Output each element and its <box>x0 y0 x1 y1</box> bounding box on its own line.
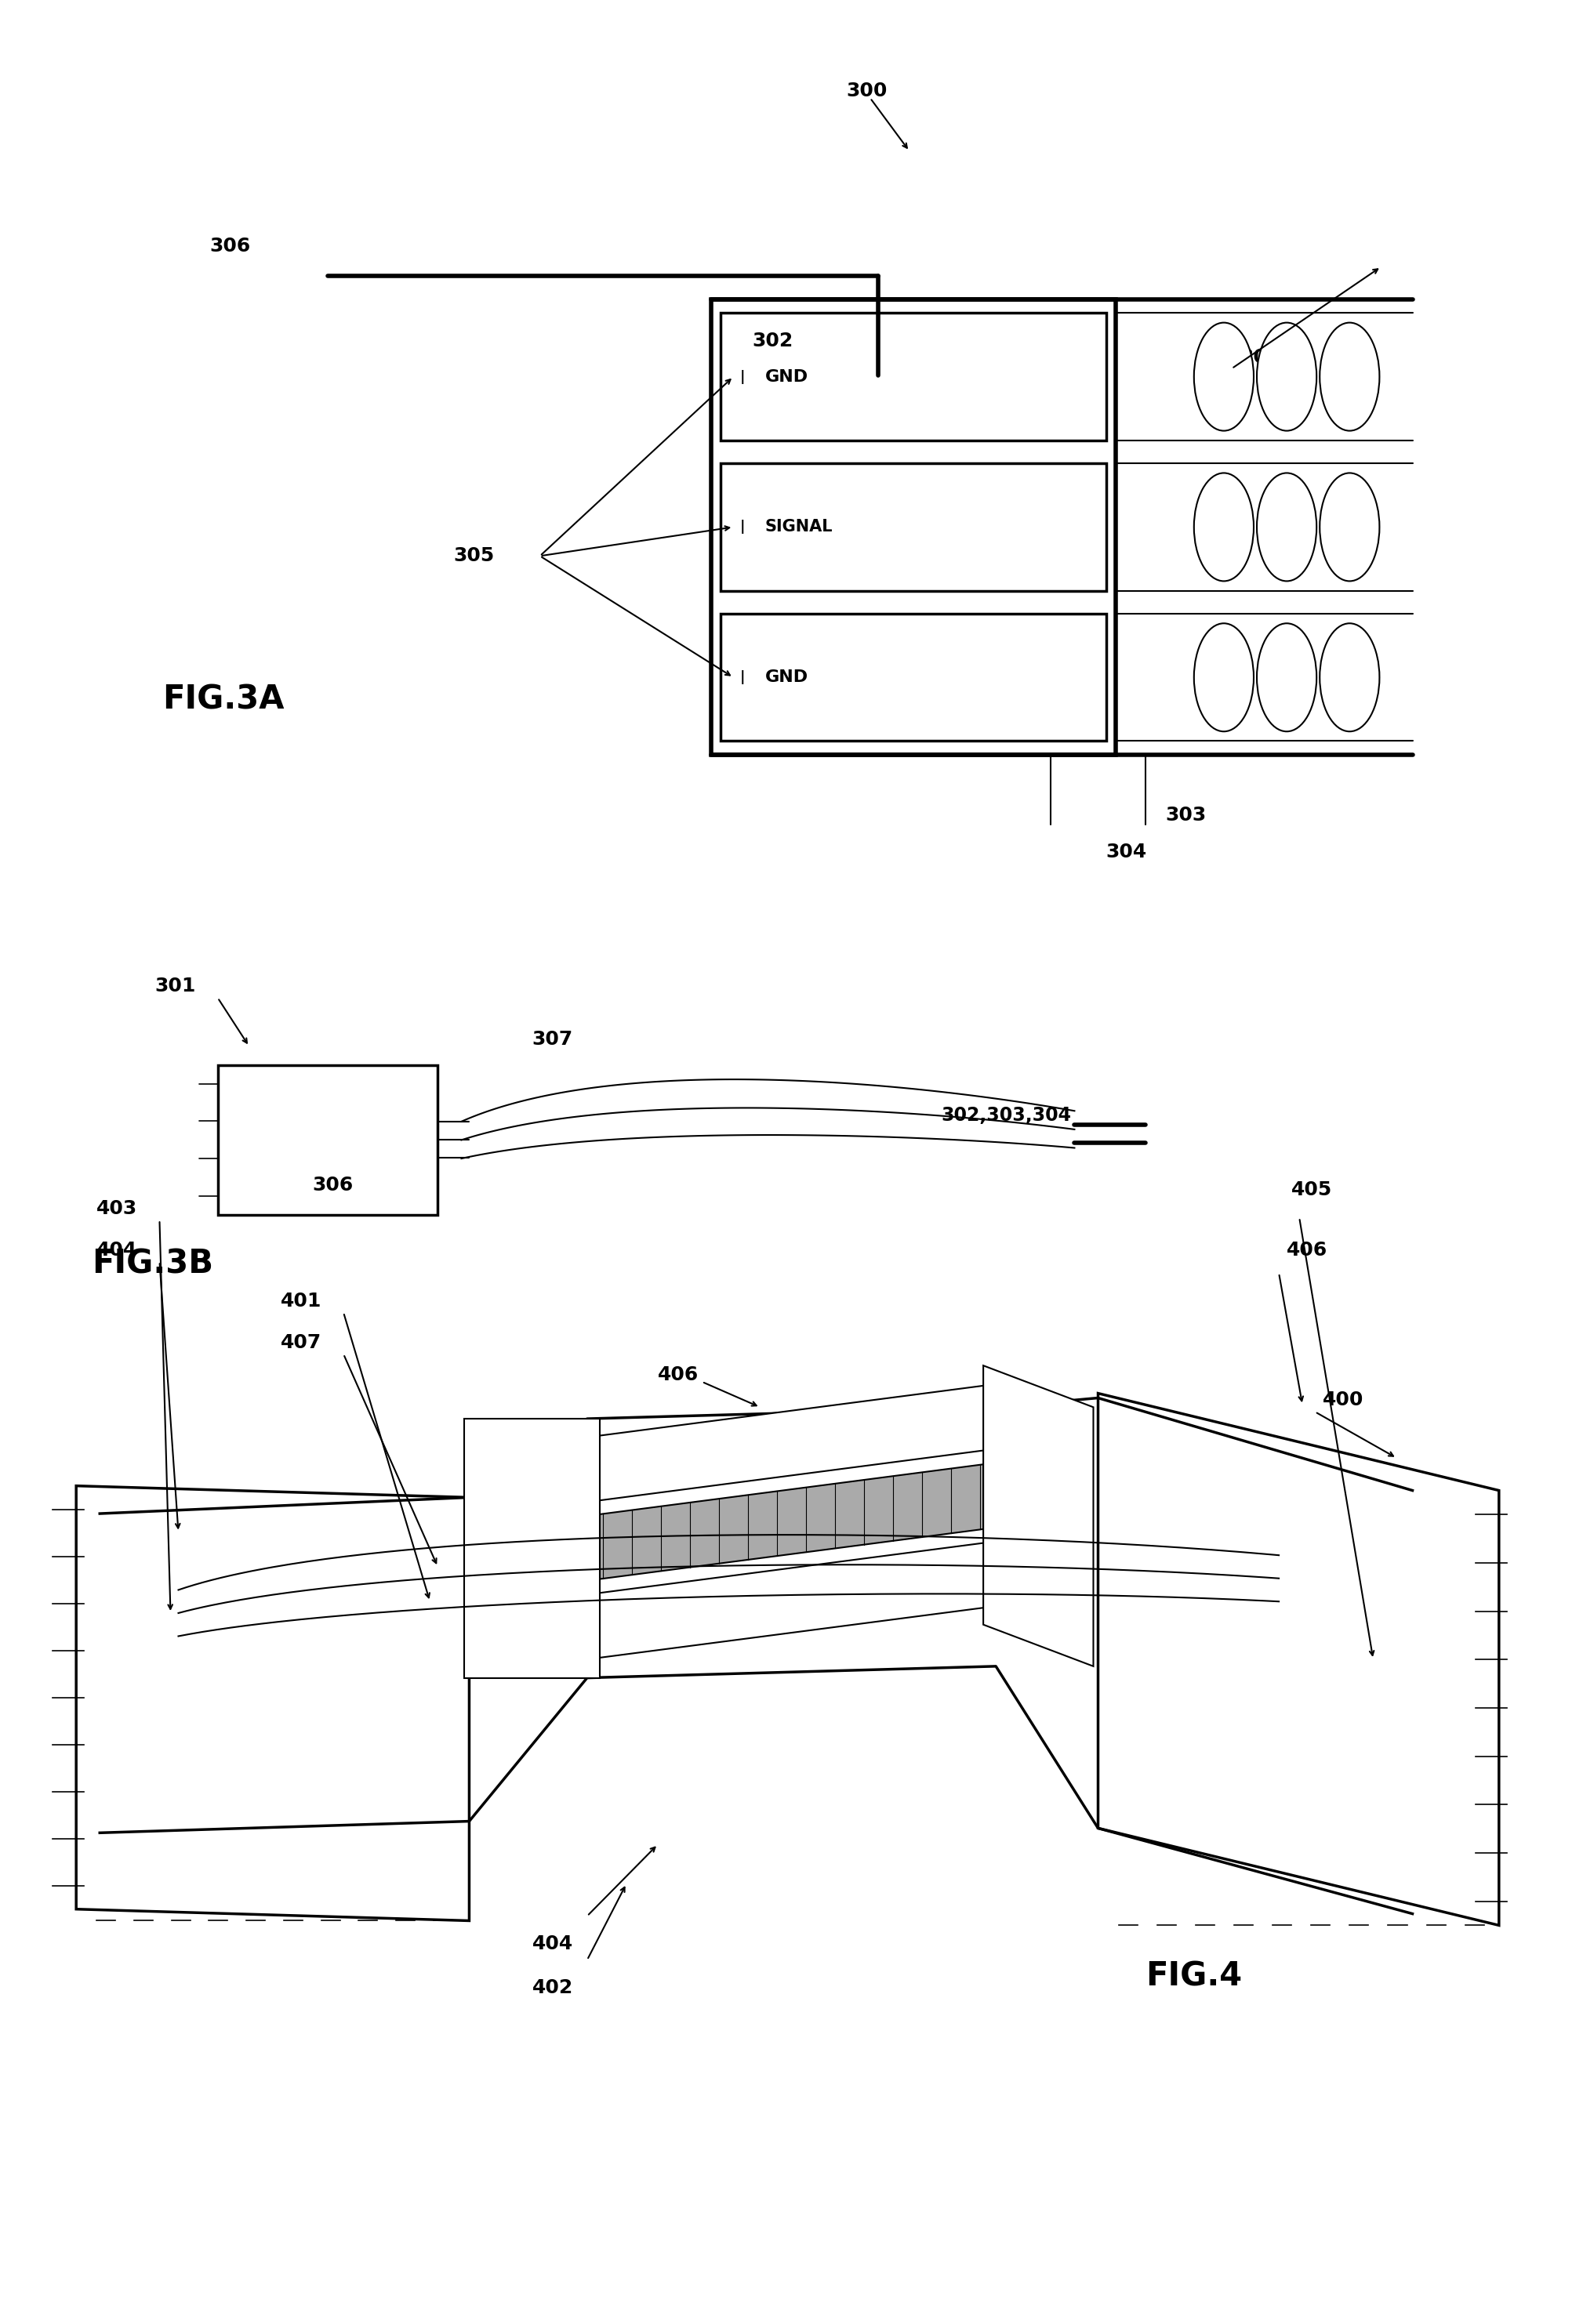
Bar <box>218 1064 438 1215</box>
Ellipse shape <box>1194 623 1254 732</box>
Text: 404: 404 <box>97 1241 138 1260</box>
Text: SIGNAL: SIGNAL <box>765 518 833 535</box>
Ellipse shape <box>1257 474 1317 581</box>
Text: 400: 400 <box>1323 1390 1365 1411</box>
Ellipse shape <box>1320 623 1379 732</box>
Text: 406: 406 <box>659 1367 698 1385</box>
Ellipse shape <box>1194 474 1254 581</box>
Text: |: | <box>739 669 744 686</box>
Text: FIG.4: FIG.4 <box>1145 1959 1241 1992</box>
Text: GND: GND <box>765 669 807 686</box>
Text: 405: 405 <box>1292 1181 1333 1199</box>
Text: 402: 402 <box>532 1978 573 1996</box>
Polygon shape <box>76 1485 469 1920</box>
Text: 301: 301 <box>155 976 196 995</box>
Text: 304: 304 <box>1107 844 1148 862</box>
Polygon shape <box>464 1418 600 1678</box>
Text: FIG.3A: FIG.3A <box>163 683 285 716</box>
Ellipse shape <box>1257 623 1317 732</box>
Text: FIG.3B: FIG.3B <box>92 1248 214 1281</box>
Ellipse shape <box>1194 323 1254 430</box>
Text: 406: 406 <box>1287 1241 1328 1260</box>
Polygon shape <box>587 1462 996 1580</box>
Polygon shape <box>587 1385 996 1501</box>
Text: 305: 305 <box>453 546 494 565</box>
Ellipse shape <box>1320 323 1379 430</box>
Text: |: | <box>739 370 744 383</box>
Text: 303: 303 <box>1165 806 1206 825</box>
Polygon shape <box>587 1541 996 1659</box>
Bar <box>720 462 1107 590</box>
Polygon shape <box>1099 1394 1499 1924</box>
Text: 404: 404 <box>532 1934 573 1952</box>
Text: 302,303,304: 302,303,304 <box>940 1106 1072 1125</box>
Ellipse shape <box>1257 323 1317 430</box>
Bar <box>720 614 1107 741</box>
Text: 307: 307 <box>1239 349 1281 367</box>
Text: 403: 403 <box>97 1199 138 1218</box>
Text: 300: 300 <box>847 81 888 100</box>
Polygon shape <box>983 1367 1094 1666</box>
Bar <box>711 300 1116 755</box>
Text: 407: 407 <box>280 1334 321 1353</box>
Text: 306: 306 <box>211 237 250 256</box>
Text: 401: 401 <box>280 1292 321 1311</box>
Text: |: | <box>739 521 744 535</box>
Ellipse shape <box>1320 474 1379 581</box>
Text: 302: 302 <box>752 332 793 351</box>
Text: GND: GND <box>765 370 807 383</box>
Bar <box>720 314 1107 439</box>
Text: 307: 307 <box>532 1030 573 1048</box>
Text: 306: 306 <box>312 1176 353 1195</box>
